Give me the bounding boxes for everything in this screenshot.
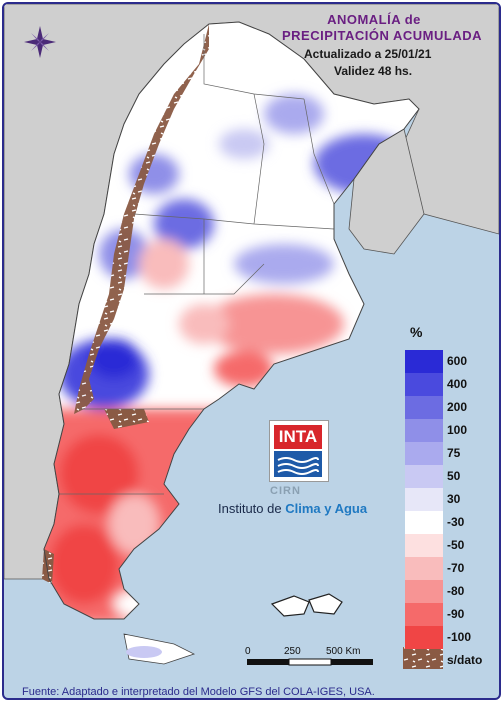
updated-date: Actualizado a 25/01/21: [304, 47, 432, 61]
no-data-zone-patagonia: [42, 549, 54, 584]
no-data-zone-south: [104, 409, 149, 429]
water-waves-icon: [274, 451, 322, 477]
legend-swatch: [405, 396, 443, 419]
legend-label: -80: [447, 584, 465, 598]
institute-highlight: Clima y Agua: [285, 501, 368, 516]
legend-label: -50: [447, 538, 465, 552]
validity-text: Validez 48 hs.: [334, 64, 413, 78]
legend-swatch: [405, 373, 443, 396]
legend-label: 400: [447, 377, 468, 391]
compass-rose-icon: [24, 26, 56, 58]
argentina-outline: [43, 21, 420, 620]
inta-logo-text: INTA: [274, 425, 322, 449]
legend-label: -90: [447, 607, 465, 621]
legend-label: 600: [447, 354, 468, 368]
legend-swatch: [405, 465, 443, 488]
legend-label: -100: [447, 630, 472, 644]
no-data-zone: [74, 24, 209, 414]
map-title-line1: ANOMALÍA de: [327, 12, 421, 27]
no-data-label: s/dato: [447, 653, 483, 667]
legend-swatch: [405, 419, 443, 442]
legend-unit: %: [410, 324, 423, 340]
legend-swatch: [405, 603, 443, 626]
legend-swatch: [405, 626, 443, 649]
legend-swatch: [405, 534, 443, 557]
legend-swatch: [405, 557, 443, 580]
legend-label: -30: [447, 515, 465, 529]
legend-swatch: [405, 442, 443, 465]
inta-logo: INTA: [269, 420, 329, 482]
legend-swatch: [405, 511, 443, 534]
legend-label: 30: [447, 492, 461, 506]
institute-prefix: Instituto de: [218, 501, 286, 516]
legend-label: 100: [447, 423, 468, 437]
precipitation-anomaly-map: [4, 4, 499, 669]
cirn-label: CIRN: [270, 485, 301, 497]
legend-label: 50: [447, 469, 461, 483]
scale-label-250: 250: [284, 646, 301, 657]
legend-swatch: [405, 580, 443, 603]
source-footer: Fuente: Adaptado e interpretado del Mode…: [22, 686, 375, 698]
legend-label: 200: [447, 400, 468, 414]
map-title-line2: PRECIPITACIÓN ACUMULADA: [282, 28, 482, 43]
scale-bar: [247, 658, 373, 666]
province-borders: [59, 34, 335, 495]
scale-label-0: 0: [245, 646, 251, 657]
legend-label: 75: [447, 446, 461, 460]
institute-name: Instituto de Clima y Agua: [218, 501, 367, 516]
legend-swatch: [405, 488, 443, 511]
scale-label-500: 500 Km: [326, 646, 361, 657]
legend-label: -70: [447, 561, 465, 575]
malvinas-islands: [270, 593, 343, 617]
no-data-legend-swatch: [403, 647, 443, 669]
legend-swatch: [405, 350, 443, 373]
